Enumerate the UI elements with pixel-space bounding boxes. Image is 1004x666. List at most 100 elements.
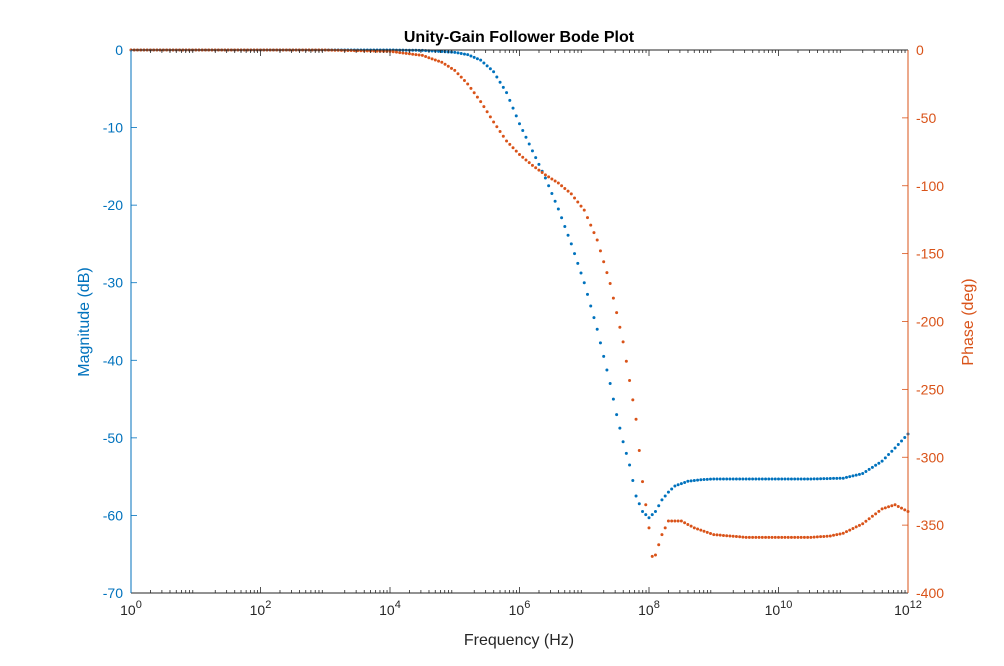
phase-point (631, 398, 635, 402)
phase-point (825, 534, 829, 538)
magnitude-point (900, 439, 904, 443)
phase-point (592, 231, 596, 235)
magnitude-point (877, 461, 881, 465)
phase-point (501, 134, 505, 138)
phase-point (550, 177, 554, 181)
magnitude-point (806, 477, 810, 481)
phase-point (579, 204, 583, 208)
phase-point (877, 509, 881, 513)
magnitude-point (488, 67, 492, 71)
phase-point (556, 181, 560, 185)
phase-point (647, 526, 651, 530)
phase-point (537, 168, 541, 172)
magnitude-point (799, 477, 803, 481)
phase-point (547, 175, 551, 179)
magnitude-point (773, 477, 777, 481)
phase-point (602, 260, 606, 264)
phase-point (802, 535, 806, 539)
phase-point (608, 281, 612, 285)
magnitude-point (874, 463, 878, 467)
phase-point (453, 68, 457, 72)
phase-point (514, 149, 518, 153)
phase-point (349, 49, 353, 53)
phase-point (615, 311, 619, 315)
y-right-tick-label: -350 (916, 517, 944, 533)
magnitude-point (809, 477, 813, 481)
magnitude-point (598, 341, 602, 345)
phase-point (488, 115, 492, 119)
x-tick-label: 108 (638, 599, 660, 618)
phase-point (495, 125, 499, 129)
phase-point (770, 535, 774, 539)
phase-point (670, 519, 674, 523)
magnitude-point (479, 58, 483, 62)
magnitude-point (547, 184, 551, 188)
phase-point (394, 50, 398, 54)
y-left-tick-label: -50 (103, 430, 123, 446)
phase-point (705, 530, 709, 534)
magnitude-point (712, 477, 716, 481)
phase-point (508, 142, 512, 146)
phase-point (628, 379, 632, 383)
magnitude-point (786, 477, 790, 481)
phase-point (883, 506, 887, 510)
magnitude-point (670, 487, 674, 491)
magnitude-point (744, 477, 748, 481)
magnitude-point (851, 474, 855, 478)
phase-point (663, 526, 667, 530)
magnitude-point (582, 281, 586, 285)
magnitude-point (534, 156, 538, 160)
magnitude-point (485, 64, 489, 68)
phase-point (773, 535, 777, 539)
magnitude-point (653, 510, 657, 514)
magnitude-point (819, 477, 823, 481)
phase-point (475, 95, 479, 99)
phase-point (861, 522, 865, 526)
magnitude-point (864, 469, 868, 473)
plot-background (131, 50, 908, 593)
magnitude-point (673, 484, 677, 488)
phase-point (411, 52, 415, 56)
x-tick-label: 106 (509, 599, 531, 618)
magnitude-point (511, 106, 515, 110)
phase-point (566, 189, 570, 193)
magnitude-point (887, 453, 891, 457)
x-tick-label: 104 (379, 599, 401, 618)
magnitude-point (556, 207, 560, 211)
phase-point (573, 196, 577, 200)
magnitude-point (579, 271, 583, 275)
magnitude-point (854, 473, 858, 477)
magnitude-point (880, 459, 884, 463)
y-left-tick-label: -40 (103, 352, 123, 368)
phase-point (595, 238, 599, 242)
phase-point (841, 531, 845, 535)
phase-point (653, 553, 657, 557)
magnitude-point (608, 382, 612, 386)
magnitude-point (605, 368, 609, 372)
phase-point (492, 120, 496, 124)
y-left-tick-label: -70 (103, 585, 123, 601)
magnitude-point (472, 55, 476, 59)
phase-point (715, 533, 719, 537)
phase-point (854, 525, 858, 529)
phase-point (676, 519, 680, 523)
y-right-tick-label: -50 (916, 110, 936, 126)
phase-point (462, 79, 466, 83)
phase-point (459, 75, 463, 79)
phase-point (637, 448, 641, 452)
magnitude-point (482, 61, 486, 65)
magnitude-point (828, 477, 832, 481)
magnitude-point (462, 52, 466, 56)
phase-point (589, 223, 593, 227)
magnitude-point (641, 510, 645, 514)
y-right-tick-label: -200 (916, 314, 944, 330)
magnitude-point (689, 479, 693, 483)
phase-point (456, 72, 460, 76)
phase-point (427, 56, 431, 60)
phase-point (430, 57, 434, 61)
magnitude-point (663, 494, 667, 498)
phase-point (718, 533, 722, 537)
magnitude-point (521, 128, 525, 132)
phase-point (809, 535, 813, 539)
